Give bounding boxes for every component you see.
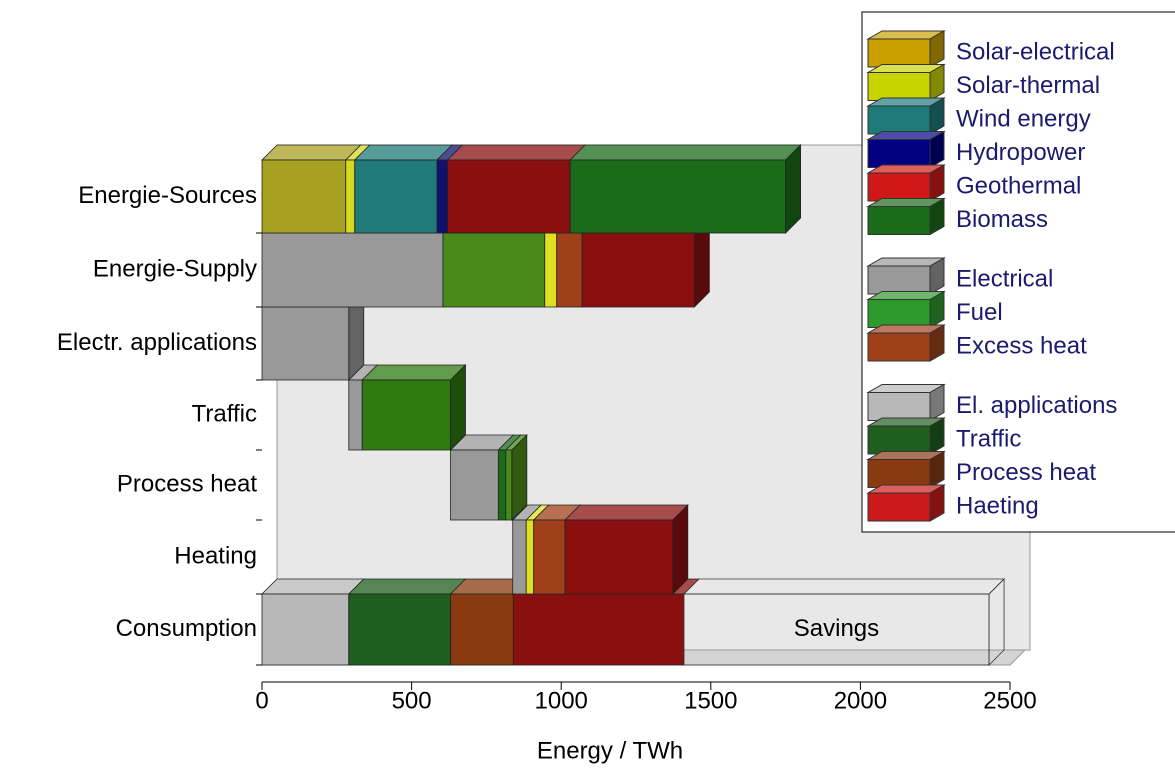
- row-label: Traffic: [192, 400, 257, 427]
- bar: [505, 449, 513, 521]
- bar-top: [261, 578, 365, 595]
- bar-top: [353, 144, 453, 161]
- bar: [354, 159, 438, 234]
- legend-label: Solar-thermal: [956, 72, 1100, 99]
- row-label: Electr. applications: [57, 329, 257, 356]
- legend-label: Haeting: [956, 492, 1039, 519]
- bar: [261, 593, 350, 666]
- x-tick-label: 500: [392, 687, 432, 714]
- bar-top: [446, 144, 587, 161]
- x-tick-label: 1000: [535, 687, 588, 714]
- row-label: Energie-Supply: [93, 255, 257, 282]
- bar: [525, 519, 535, 595]
- x-tick-label: 2500: [983, 687, 1036, 714]
- bar: [533, 519, 566, 595]
- bar: [544, 232, 558, 308]
- bar-side: [672, 504, 689, 595]
- bar: [450, 593, 514, 666]
- bar: [348, 593, 451, 666]
- row-label: Process heat: [117, 470, 257, 497]
- legend-swatch: [867, 172, 931, 202]
- bar: [450, 449, 499, 521]
- bar: [361, 379, 451, 451]
- legend-label: Solar-electrical: [956, 38, 1115, 65]
- legend-swatch: [867, 332, 931, 362]
- legend-label: Electrical: [956, 265, 1053, 292]
- x-tick-label: 0: [255, 687, 268, 714]
- bar-top: [569, 144, 802, 161]
- bar: [261, 306, 350, 381]
- bar: [569, 159, 787, 234]
- legend-swatch: [867, 139, 931, 168]
- bar-top: [361, 364, 467, 381]
- bar-side: [450, 364, 466, 451]
- bar: [261, 159, 347, 234]
- legend-label: Traffic: [956, 425, 1021, 452]
- legend-swatch: [867, 265, 931, 295]
- legend-swatch: [867, 425, 931, 455]
- bar: [512, 593, 685, 666]
- row-label: Energie-Sources: [78, 182, 257, 209]
- legend-swatch: [867, 38, 931, 68]
- x-axis-title: Energy / TWh: [537, 737, 683, 764]
- legend-label: Excess heat: [956, 332, 1087, 359]
- legend-swatch: [867, 392, 931, 421]
- legend-label: Wind energy: [956, 105, 1091, 132]
- legend-swatch: [867, 492, 931, 522]
- legend-swatch: [867, 105, 931, 135]
- bar: [345, 159, 356, 234]
- bar: [564, 519, 674, 595]
- legend-swatch: [867, 459, 931, 488]
- bar-top: [564, 504, 689, 521]
- bar-top: [261, 144, 362, 161]
- legend-label: Hydropower: [956, 139, 1085, 166]
- legend-label: Biomass: [956, 206, 1048, 233]
- legend-swatch: [867, 72, 931, 101]
- legend-label: Process heat: [956, 459, 1096, 486]
- row-label: Consumption: [116, 615, 257, 642]
- bar: [556, 232, 583, 308]
- bar-side: [511, 434, 528, 521]
- legend-label: Geothermal: [956, 172, 1081, 199]
- x-tick-label: 1500: [684, 687, 737, 714]
- bar: [447, 159, 571, 234]
- legend-swatch: [867, 206, 931, 235]
- bar: [512, 519, 527, 595]
- x-tick-label: 2000: [834, 687, 887, 714]
- bar: [348, 379, 363, 451]
- legend: Solar-electrical Solar-thermal Wind energy…: [866, 30, 1117, 522]
- bars: Savings: [261, 144, 1006, 666]
- bar: [436, 159, 448, 234]
- row-label: Heating: [174, 542, 257, 569]
- legend-label: Fuel: [956, 299, 1003, 326]
- bar: [497, 449, 507, 521]
- bar-side: [785, 144, 801, 234]
- bar: [442, 232, 546, 308]
- bar-top: [347, 578, 467, 595]
- bar-label: Savings: [794, 615, 879, 642]
- legend-swatch: [867, 299, 931, 328]
- legend-label: El. applications: [956, 392, 1117, 419]
- bar: [683, 593, 990, 666]
- bar: [581, 232, 695, 308]
- bar: [261, 232, 444, 308]
